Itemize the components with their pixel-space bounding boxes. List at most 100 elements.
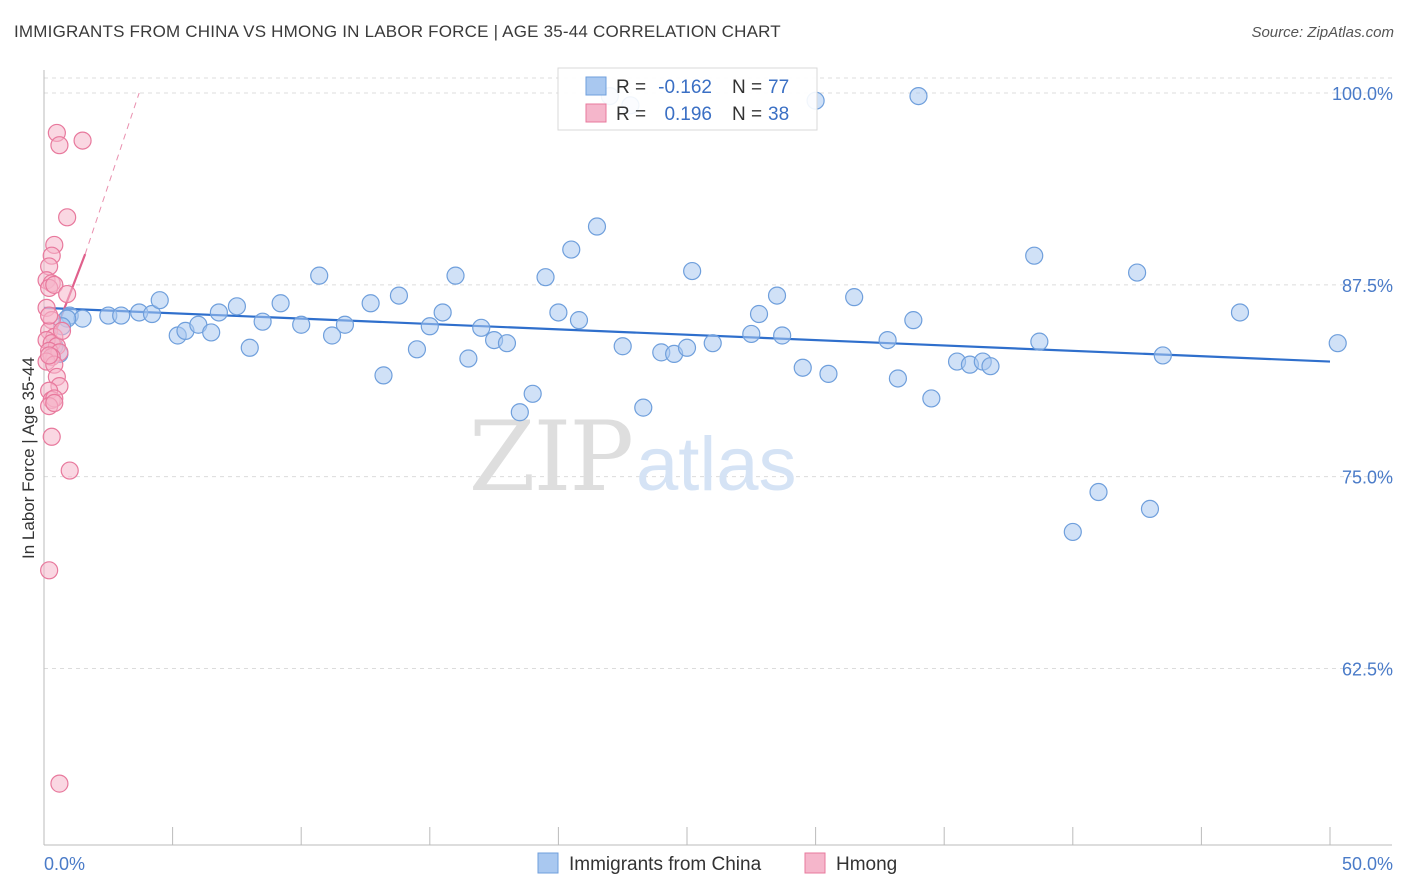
china-point [322,326,342,345]
trend-lines [42,92,1331,363]
china-point [389,286,409,305]
china-point [683,261,702,281]
bottom-legend-swatch [804,852,826,874]
china-point [433,303,452,322]
china-point [749,304,769,324]
china-point [878,330,897,350]
legend-n-value: 77 [768,77,789,98]
legend-r-value: -0.162 [658,77,712,98]
china-point [112,306,131,325]
china-point [472,318,491,337]
china-point [1025,246,1044,265]
china-point [549,303,568,322]
x-tick-label: 50.0% [1342,854,1393,874]
hmong-point [50,774,69,793]
watermark: ZIP atlas [469,401,797,513]
y-axis-title: In Labor Force | Age 35-44 [19,357,38,559]
china-point [1030,332,1049,351]
china-point [407,340,427,359]
china-point [904,311,923,330]
china-point [981,357,1000,376]
china-point [209,303,228,322]
china-point [374,366,393,385]
x-tick-label: 0.0% [44,854,85,874]
data-points [37,86,1347,793]
china-point [310,266,329,285]
china-point [227,297,246,316]
china-point [634,398,653,417]
hmong-point [58,284,77,304]
legend-r-label: R = [616,104,646,125]
hmong-point [40,306,59,325]
y-tick-labels: 62.5% 75.0% 87.5% 100.0% [1332,84,1393,679]
hmong-point [60,461,79,480]
legend-n-value: 38 [768,104,789,125]
china-point [819,364,838,383]
china-point [922,389,941,408]
legend-r-value: 0.196 [664,104,712,125]
china-point [150,291,169,310]
y-tick-label: 87.5% [1342,276,1393,296]
china-point [497,334,517,353]
china-point [562,240,581,259]
y-tick-label: 75.0% [1342,468,1393,488]
legend-n-label: N = [732,77,762,98]
china-point [1230,303,1250,322]
hmong-point [42,427,61,446]
grid-lines [44,77,1392,670]
china-point [1153,346,1172,365]
y-tick-label: 100.0% [1332,84,1393,104]
legend-swatch [585,103,607,123]
watermark-atlas: atlas [636,422,797,507]
china-point [909,86,928,106]
china-point [1063,522,1082,542]
chart-source: Source: ZipAtlas.com [1251,24,1394,41]
axes [43,70,1392,846]
hmong-point [45,275,64,294]
bottom-legend-label: Hmong [836,854,897,875]
china-point [793,358,812,377]
china-point [510,403,529,422]
hmong-point [50,136,69,155]
hmong-point [58,208,77,227]
china-point [703,334,722,353]
china-point [73,309,92,328]
chart-title: IMMIGRANTS FROM CHINA VS HMONG IN LABOR … [14,22,781,41]
hmong-point [40,561,59,580]
china-point [1089,482,1108,502]
china-point [569,311,589,330]
legend-r-label: R = [616,77,646,98]
china-point [420,317,439,336]
china-point [142,304,162,324]
x-tick-labels: 0.0% 50.0% [44,854,1393,874]
hmong-point [40,346,59,365]
bottom-legend: Immigrants from China Hmong [537,852,897,875]
legend: R = -0.162 N = 77 R = 0.196 N = 38 [557,67,818,131]
china-point [361,294,380,313]
hmong-point [52,321,72,340]
china-point [888,369,908,388]
y-tick-label: 62.5% [1342,660,1393,680]
china-point [773,326,792,345]
china-point [446,266,465,285]
china-point [1140,499,1160,519]
china-point [335,315,355,334]
china-point [1328,334,1347,353]
china-point [1127,263,1147,282]
china-point [767,286,787,305]
china-point [202,323,221,342]
china-point [536,268,555,287]
china-point [742,324,761,344]
bottom-legend-swatch [537,852,559,874]
china-point [292,315,311,334]
hmong-point [73,131,92,150]
china-point [459,349,478,368]
china-point [613,337,632,356]
legend-swatch [585,76,607,96]
china-point [587,217,607,236]
hmong-point [45,393,64,413]
china-point [845,288,864,307]
china-point [271,294,290,313]
china-point [523,384,542,403]
